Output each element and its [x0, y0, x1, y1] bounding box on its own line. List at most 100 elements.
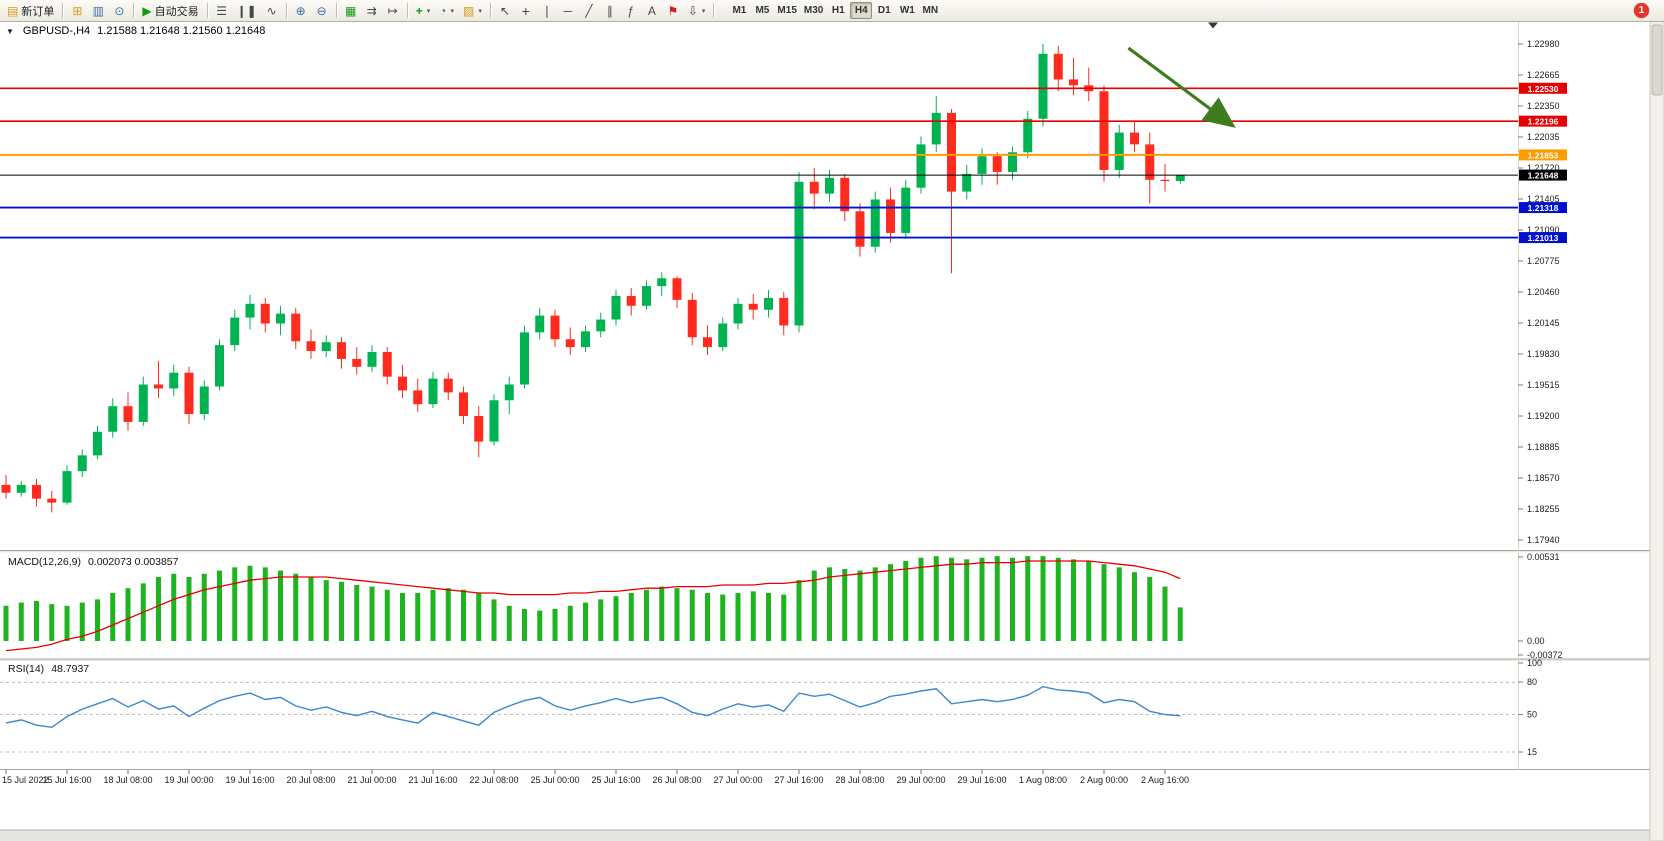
svg-text:28 Jul 08:00: 28 Jul 08:00	[835, 775, 884, 785]
trendline-button[interactable]: ╱	[579, 2, 599, 20]
crosshair-button[interactable]: +	[516, 2, 536, 20]
chart-shift-marker[interactable]	[1208, 22, 1218, 29]
svg-text:2 Aug 16:00: 2 Aug 16:00	[1141, 775, 1189, 785]
periods-button[interactable]: ◔ ▾	[435, 2, 458, 20]
fibonacci-button[interactable]: ƒ	[621, 2, 641, 20]
window-chrome	[0, 20, 1664, 841]
svg-text:1.22980: 1.22980	[1527, 39, 1560, 49]
candlestick-mode-button[interactable]: ❙❚	[233, 2, 261, 20]
dropdown-caret-icon: ▾	[450, 7, 454, 15]
notification-badge[interactable]: 1	[1634, 3, 1649, 18]
svg-text:15 Jul 16:00: 15 Jul 16:00	[42, 775, 91, 785]
timeframe-m5-button[interactable]: M5	[751, 2, 773, 19]
indicators-icon: +	[415, 3, 423, 18]
new-order-button[interactable]: ▤ 新订单	[3, 2, 58, 20]
price-tag-1.21853: 1.21853	[1519, 149, 1567, 161]
svg-text:1.21720: 1.21720	[1527, 163, 1560, 173]
svg-text:20 Jul 08:00: 20 Jul 08:00	[286, 775, 335, 785]
candlestick-mode-icon: ❙❚	[236, 3, 257, 18]
arrows-tool-button[interactable]: ⇩ ▾	[684, 2, 710, 20]
status-bar-strip	[0, 830, 1664, 841]
rsi-line	[5, 685, 1181, 729]
timeframe-h1-button[interactable]: H1	[827, 2, 849, 19]
tile-windows-button[interactable]: ▦	[341, 2, 361, 20]
svg-text:27 Jul 16:00: 27 Jul 16:00	[774, 775, 823, 785]
channel-button[interactable]: ∥	[600, 2, 620, 20]
price-tag-1.21013: 1.21013	[1519, 232, 1567, 244]
chart-shift-button[interactable]: ↦	[383, 2, 403, 20]
profiles-button[interactable]: ▥	[88, 2, 108, 20]
toolbar-separator	[285, 3, 287, 18]
rsi-scale: 100 80 50 15	[1518, 658, 1542, 757]
chart-shift-icon: ↦	[387, 3, 398, 18]
horizontal-line-button[interactable]: ─	[558, 2, 578, 20]
autotrading-button[interactable]: ▶ 自动交易	[138, 2, 202, 20]
cursor-button[interactable]: ↖	[495, 2, 515, 20]
svg-text:1.22665: 1.22665	[1527, 70, 1560, 80]
timeframe-d1-button[interactable]: D1	[873, 2, 895, 19]
svg-text:0.00531: 0.00531	[1527, 552, 1560, 562]
profiles-icon: ▥	[92, 3, 105, 18]
timeframe-h4-button[interactable]: H4	[850, 2, 873, 19]
toolbar-separator	[62, 3, 64, 18]
svg-text:1.22530: 1.22530	[1528, 84, 1559, 94]
svg-text:1 Aug 08:00: 1 Aug 08:00	[1019, 775, 1067, 785]
svg-text:18 Jul 08:00: 18 Jul 08:00	[103, 775, 152, 785]
toolbar-separator	[206, 3, 208, 18]
auto-scroll-button[interactable]: ⇉	[362, 2, 382, 20]
macd-histogram	[3, 556, 1183, 641]
price-tag-1.21318: 1.21318	[1519, 202, 1567, 214]
svg-text:29 Jul 00:00: 29 Jul 00:00	[896, 775, 945, 785]
rsi-levels	[0, 681, 1518, 753]
chart-symbol-label: GBPUSD-,H4	[22, 25, 91, 37]
market-watch-button[interactable]: ⊙	[109, 2, 129, 20]
bars-mode-button[interactable]: ☰	[212, 2, 232, 20]
fibonacci-icon: ƒ	[627, 3, 635, 18]
templates-button[interactable]: ▨ ▾	[459, 2, 486, 20]
rsi-label: RSI(14)	[8, 663, 45, 675]
macd-signal-line	[5, 560, 1181, 652]
zoom-out-button[interactable]: ⊖	[312, 2, 332, 20]
macd-scale: 0.00531 0.00 -0.00372	[1518, 552, 1563, 660]
svg-text:1.20460: 1.20460	[1527, 287, 1560, 297]
svg-text:27 Jul 00:00: 27 Jul 00:00	[713, 775, 762, 785]
new-order-icon: ▤	[7, 3, 19, 18]
market-watch-icon: ⊙	[114, 3, 125, 18]
line-mode-icon: ∿	[266, 3, 277, 18]
label-tool-button[interactable]: ⚑	[663, 2, 683, 20]
autotrading-play-icon: ▶	[142, 3, 152, 18]
svg-text:1.20775: 1.20775	[1527, 256, 1560, 266]
vertical-line-icon: ❘	[541, 3, 552, 18]
svg-text:21 Jul 00:00: 21 Jul 00:00	[347, 775, 396, 785]
timeframe-m30-button[interactable]: M30	[801, 2, 826, 19]
price-scale: 1.22980 1.22665 1.22350 1.22035 1.21720 1.214…	[1518, 39, 1560, 545]
svg-text:50: 50	[1527, 710, 1537, 720]
timeframe-w1-button[interactable]: W1	[896, 2, 918, 19]
vertical-line-button[interactable]: ❘	[537, 2, 557, 20]
line-mode-button[interactable]: ∿	[262, 2, 282, 20]
price-tag-1.21648: 1.21648	[1519, 169, 1567, 181]
new-chart-button[interactable]: ⊞	[67, 2, 87, 20]
vertical-scrollbar-thumb[interactable]	[1651, 24, 1663, 96]
price-tag-1.22530: 1.22530	[1519, 82, 1567, 94]
one-click-trading-toggle[interactable]: ▼	[6, 26, 14, 36]
timeframe-mn-button[interactable]: MN	[919, 2, 941, 19]
vertical-scrollbar-track[interactable]	[1649, 20, 1664, 841]
svg-text:29 Jul 16:00: 29 Jul 16:00	[957, 775, 1006, 785]
text-tool-button[interactable]: A	[642, 2, 662, 20]
indicators-button[interactable]: + ▾	[412, 2, 435, 20]
zoom-in-button[interactable]: ⊕	[291, 2, 311, 20]
timeframe-m15-button[interactable]: M15	[774, 2, 799, 19]
svg-text:1.17940: 1.17940	[1527, 535, 1560, 545]
svg-text:1.19200: 1.19200	[1527, 411, 1560, 421]
svg-text:100: 100	[1527, 658, 1542, 668]
channel-icon: ∥	[606, 3, 613, 18]
main-toolbar: ▤ 新订单 ⊞ ▥ ⊙ ▶ 自动交易 ☰ ❙❚ ∿ ⊕ ⊖ ▦ ⇉ ↦ + ▾ ◔…	[0, 0, 1664, 22]
timeframe-m1-button[interactable]: M1	[728, 2, 750, 19]
trend-arrow-annotation[interactable]	[1127, 46, 1236, 128]
svg-text:22 Jul 08:00: 22 Jul 08:00	[469, 775, 518, 785]
zoom-in-icon: ⊕	[295, 3, 306, 18]
